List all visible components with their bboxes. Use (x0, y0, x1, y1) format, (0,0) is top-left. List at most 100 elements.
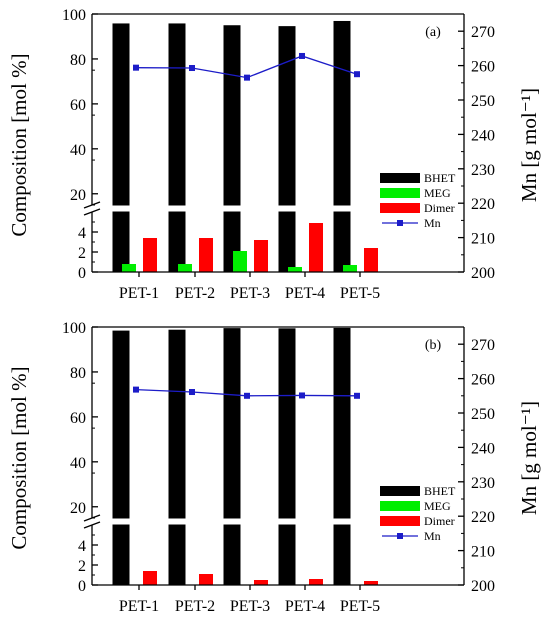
y2-tick-label: 200 (471, 265, 495, 282)
bar-meg-3 (233, 251, 247, 272)
y-tick-label: 60 (70, 410, 86, 427)
bar-dimer-5 (364, 248, 378, 272)
bar-bhet-1 (112, 23, 130, 272)
bar-dimer-3 (254, 240, 268, 272)
y-tick-label: 40 (70, 455, 86, 472)
legend-label-dimer: Dimer (424, 201, 455, 215)
legend-marker-mn (397, 220, 403, 226)
y2-axis-title: Mn [g mol⁻¹] (517, 88, 541, 202)
point-mn-4 (299, 52, 305, 59)
legend-label-meg: MEG (424, 186, 451, 200)
y-tick-label: 40 (70, 142, 86, 159)
panel-label: (b) (425, 338, 442, 353)
point-mn-1 (133, 386, 139, 393)
axis-break-mark-lower (83, 208, 101, 216)
legend-label-mn: Mn (424, 529, 441, 543)
point-mn-2 (189, 65, 195, 72)
bar-meg-2 (178, 264, 192, 272)
y2-tick-label: 210 (471, 544, 495, 561)
legend-swatch-bhet (380, 173, 420, 183)
legend-label-meg: MEG (424, 499, 451, 513)
y-axis-title: Composition [mol %] (7, 366, 31, 549)
legend-swatch-meg (380, 501, 420, 511)
y-tick-label: 20 (70, 187, 86, 204)
bar-bhet-5 (333, 20, 351, 272)
y2-tick-label: 240 (471, 440, 495, 457)
bar-dimer-1 (143, 238, 157, 272)
y2-tick-label: 220 (471, 196, 495, 213)
y2-tick-label: 210 (471, 231, 495, 248)
bar-dimer-3 (254, 580, 268, 585)
bar-dimer-1 (143, 571, 157, 585)
y2-tick-label: 270 (471, 24, 495, 41)
bar-bhet-3 (223, 25, 241, 273)
y-tick-label: 100 (62, 7, 86, 24)
axis-break-gap (84, 518, 472, 525)
point-mn-4 (299, 392, 305, 399)
y2-tick-label: 260 (471, 372, 495, 389)
x-tick-label: PET-2 (175, 598, 215, 615)
bar-meg-4 (288, 267, 302, 272)
x-tick-label: PET-3 (230, 598, 270, 615)
x-tick-label: PET-4 (285, 598, 325, 615)
y2-tick-label: 230 (471, 162, 495, 179)
y2-tick-label: 220 (471, 509, 495, 526)
bar-bhet-4 (278, 26, 296, 272)
y-tick-label: 2 (78, 558, 86, 575)
panel-label: (a) (425, 25, 441, 40)
y2-tick-label: 250 (471, 93, 495, 110)
y2-tick-label: 250 (471, 406, 495, 423)
bar-dimer-4 (309, 579, 323, 585)
y2-tick-label: 270 (471, 337, 495, 354)
y-axis-title: Composition [mol %] (7, 53, 31, 236)
point-mn-3 (244, 392, 250, 399)
chart-panel-b: 20 40 60 80 100 0 2 4 200 210 220 230 240 250 260 270 PE… (7, 320, 541, 615)
bar-bhet-4 (278, 328, 296, 585)
y2-tick-label: 260 (471, 59, 495, 76)
point-mn-2 (189, 389, 195, 396)
axis-break-mark-lower (83, 521, 101, 529)
bar-bhet-2 (168, 23, 186, 272)
chart-panel-a: 20 40 60 80 100 0 2 4 200 210 220 230 240 250 260 270 PE… (7, 7, 541, 302)
y2-axis-title: Mn [g mol⁻¹] (517, 401, 541, 515)
legend-swatch-dimer (380, 203, 420, 213)
legend-label-bhet: BHET (424, 484, 456, 498)
bar-bhet-2 (168, 329, 186, 585)
legend-swatch-meg (380, 188, 420, 198)
y-tick-label: 0 (78, 578, 86, 595)
axis-break-gap (84, 205, 472, 212)
y-tick-label: 80 (70, 365, 86, 382)
y-tick-label: 0 (78, 265, 86, 282)
y-tick-label: 2 (78, 245, 86, 262)
x-tick-label: PET-3 (230, 285, 270, 302)
legend-label-bhet: BHET (424, 171, 456, 185)
y-tick-label: 100 (62, 320, 86, 337)
bar-dimer-5 (364, 581, 378, 585)
bar-dimer-2 (199, 574, 213, 585)
y-tick-label: 4 (78, 538, 86, 555)
y-tick-label: 20 (70, 500, 86, 517)
x-tick-label: PET-1 (119, 285, 159, 302)
y-tick-label: 4 (78, 225, 86, 242)
x-tick-label: PET-5 (340, 285, 380, 302)
y2-tick-label: 200 (471, 578, 495, 595)
bar-dimer-2 (199, 238, 213, 272)
point-mn-5 (354, 392, 360, 399)
legend-swatch-dimer (380, 516, 420, 526)
x-tick-label: PET-2 (175, 285, 215, 302)
bar-bhet-3 (223, 328, 241, 585)
bar-dimer-4 (309, 223, 323, 272)
y-tick-label: 80 (70, 52, 86, 69)
x-tick-label: PET-4 (285, 285, 325, 302)
bar-meg-1 (122, 264, 136, 272)
y-tick-label: 60 (70, 97, 86, 114)
bar-bhet-5 (333, 327, 351, 585)
legend-label-dimer: Dimer (424, 514, 455, 528)
point-mn-5 (354, 71, 360, 78)
legend-marker-mn (397, 533, 403, 539)
bar-meg-5 (343, 265, 357, 272)
legend-label-mn: Mn (424, 216, 441, 230)
